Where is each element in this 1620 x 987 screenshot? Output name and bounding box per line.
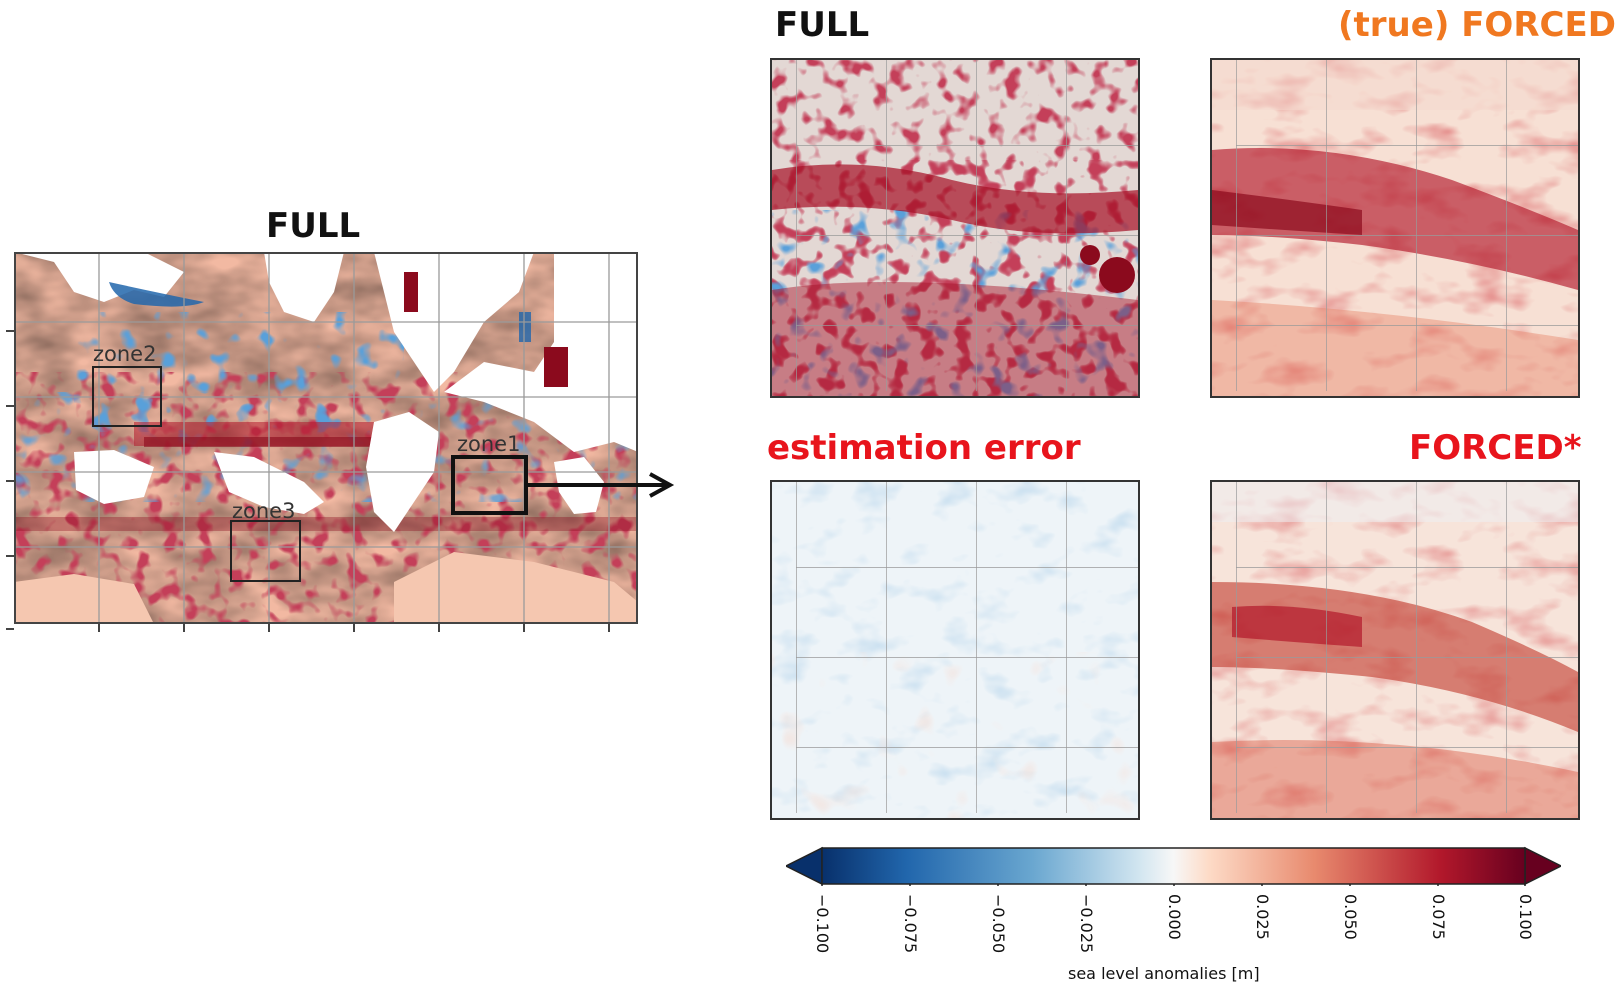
world-map <box>14 252 638 624</box>
right-arrow-icon <box>526 470 676 504</box>
world-map-title: FULL <box>266 206 361 246</box>
colorbar-tick-label: −0.025 <box>1077 894 1096 954</box>
zone2-label: zone2 <box>93 342 157 366</box>
colorbar-label: sea level anomalies [m] <box>1068 964 1260 983</box>
panel-forced-star-title: FORCED* <box>1409 428 1582 468</box>
panel-estimation-error <box>770 480 1140 820</box>
zone1-box <box>451 455 528 515</box>
colorbar-tick-label: −0.050 <box>989 894 1008 954</box>
colorbar-tick-label: −0.075 <box>901 894 920 954</box>
colorbar-tick-label: 0.025 <box>1253 894 1272 940</box>
colorbar-tick-label: 0.075 <box>1429 894 1448 940</box>
panel-full <box>770 58 1140 398</box>
colorbar-tick-label: −0.100 <box>813 894 832 954</box>
colorbar-tick-label: 0.050 <box>1341 894 1360 940</box>
colorbar <box>784 846 1563 892</box>
colorbar-tick-label: 0.000 <box>1165 894 1184 940</box>
panel-true-forced-title: (true) FORCED <box>1338 5 1616 45</box>
panel-forced-star <box>1210 480 1580 820</box>
zone1-label: zone1 <box>457 432 521 456</box>
colorbar-tick-label: 0.100 <box>1516 894 1535 940</box>
zone3-label: zone3 <box>232 499 296 523</box>
zone2-box <box>92 366 162 427</box>
panel-true-forced <box>1210 58 1580 398</box>
panel-full-title: FULL <box>775 5 870 45</box>
panel-error-title: estimation error <box>767 428 1081 468</box>
zone3-box <box>230 520 301 582</box>
